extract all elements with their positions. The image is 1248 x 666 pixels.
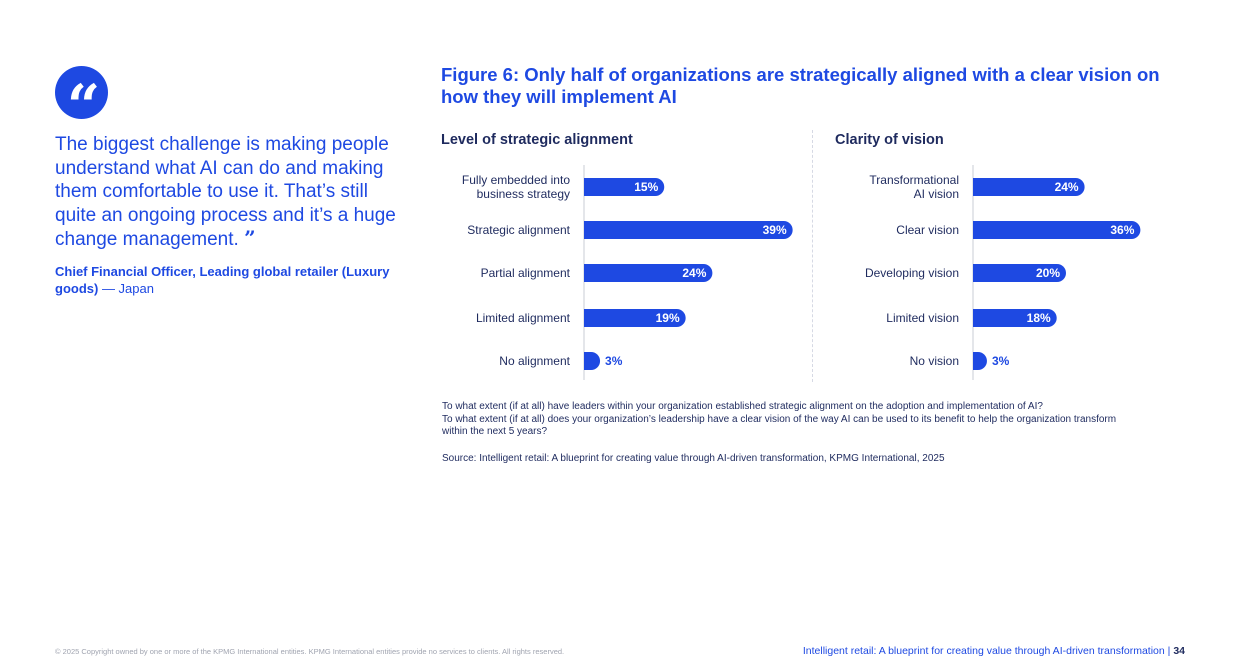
- bar-1-0: [973, 178, 1085, 196]
- bar-0-1: [584, 221, 793, 239]
- category-label-0-3: Limited alignment: [476, 311, 571, 325]
- bar-1-1: [973, 221, 1141, 239]
- copyright-notice: © 2025 Copyright owned by one or more of…: [55, 647, 565, 656]
- bar-0-3: [584, 309, 686, 327]
- category-label-1-4: No vision: [910, 354, 959, 368]
- chart-divider: [812, 130, 813, 382]
- bar-0-4: [584, 352, 601, 370]
- data-label-1-4: 3%: [992, 354, 1010, 368]
- bar-0-0: [584, 178, 665, 196]
- data-label-0-2: 24%: [682, 266, 706, 280]
- data-label-1-2: 20%: [1036, 266, 1060, 280]
- category-label-0-0: Fully embedded into business strategy: [462, 173, 570, 201]
- data-label-1-3: 18%: [1027, 311, 1051, 325]
- bar-0-2: [584, 264, 713, 282]
- question-1: To what extent (if at all) have leaders …: [442, 401, 1043, 412]
- chart-title-vision: Clarity of vision: [835, 132, 944, 148]
- attribution-role: Chief Financial Officer, Leading global …: [55, 264, 390, 296]
- category-label-1-2: Developing vision: [865, 266, 959, 280]
- bar-1-4: [973, 352, 987, 370]
- category-label-0-4: No alignment: [499, 354, 570, 368]
- bar-1-2: [973, 264, 1066, 282]
- pull-quote: The biggest challenge is making people u…: [55, 133, 400, 252]
- survey-questions: To what extent (if at all) have leaders …: [442, 401, 1132, 439]
- bar-1-3: [973, 309, 1057, 327]
- footer-separator: |: [1167, 645, 1171, 657]
- quote-open-icon: “: [55, 66, 108, 140]
- attribution-country: — Japan: [98, 281, 154, 296]
- data-label-0-0: 15%: [634, 180, 658, 194]
- page-number: 34: [1173, 645, 1185, 657]
- data-label-1-0: 24%: [1055, 180, 1079, 194]
- footer-report: Intelligent retail: A blueprint for crea…: [803, 645, 1185, 657]
- category-label-1-0: Transformational AI vision: [869, 173, 959, 201]
- question-2: To what extent (if at all) does your org…: [442, 413, 1117, 438]
- category-label-1-1: Clear vision: [896, 223, 959, 237]
- category-label-0-1: Strategic alignment: [467, 223, 570, 237]
- data-label-0-4: 3%: [605, 354, 623, 368]
- quote-text: The biggest challenge is making people u…: [55, 134, 396, 250]
- quote-attribution: Chief Financial Officer, Leading global …: [55, 263, 400, 297]
- chart-title-alignment: Level of strategic alignment: [441, 132, 633, 148]
- data-label-0-3: 19%: [656, 311, 680, 325]
- footer-report-title: Intelligent retail: A blueprint for crea…: [802, 645, 1165, 657]
- source-note: Source: Intelligent retail: A blueprint …: [442, 453, 945, 464]
- category-label-1-3: Limited vision: [886, 311, 959, 325]
- data-label-1-1: 36%: [1110, 223, 1134, 237]
- quote-close-icon: ”: [244, 226, 256, 250]
- data-label-0-1: 39%: [763, 223, 787, 237]
- category-label-0-2: Partial alignment: [481, 266, 571, 280]
- figure-title: Figure 6: Only half of organizations are…: [441, 64, 1160, 107]
